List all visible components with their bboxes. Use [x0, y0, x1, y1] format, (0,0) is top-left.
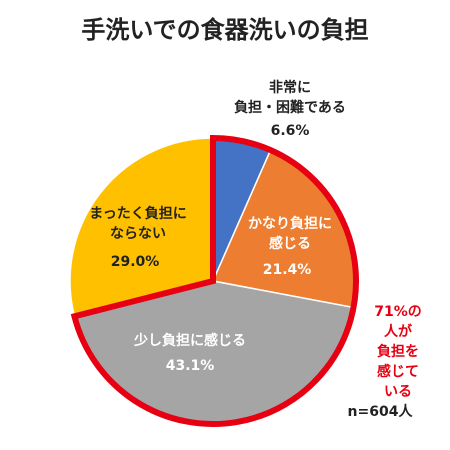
pie-slice — [69, 137, 214, 318]
value-label: 29.0% — [110, 254, 160, 270]
slice-label: 少し負担に感じる — [134, 333, 246, 349]
chart-title: 手洗いでの食器洗いの負担 — [81, 16, 369, 44]
value-label: 43.1% — [165, 358, 215, 374]
slice-label: まったく負担に ならない — [89, 206, 187, 242]
highlight-outline — [70, 134, 359, 427]
slice-label: 非常に 負担・困難である — [234, 80, 346, 116]
value-label: 21.4% — [262, 262, 312, 278]
annotation: 71%の人が 負担を 感じている — [374, 304, 422, 400]
sample-size: n=604人 — [347, 404, 413, 420]
value-label: 6.6% — [270, 123, 310, 139]
slice-label: かなり負担に 感じる — [248, 216, 332, 252]
